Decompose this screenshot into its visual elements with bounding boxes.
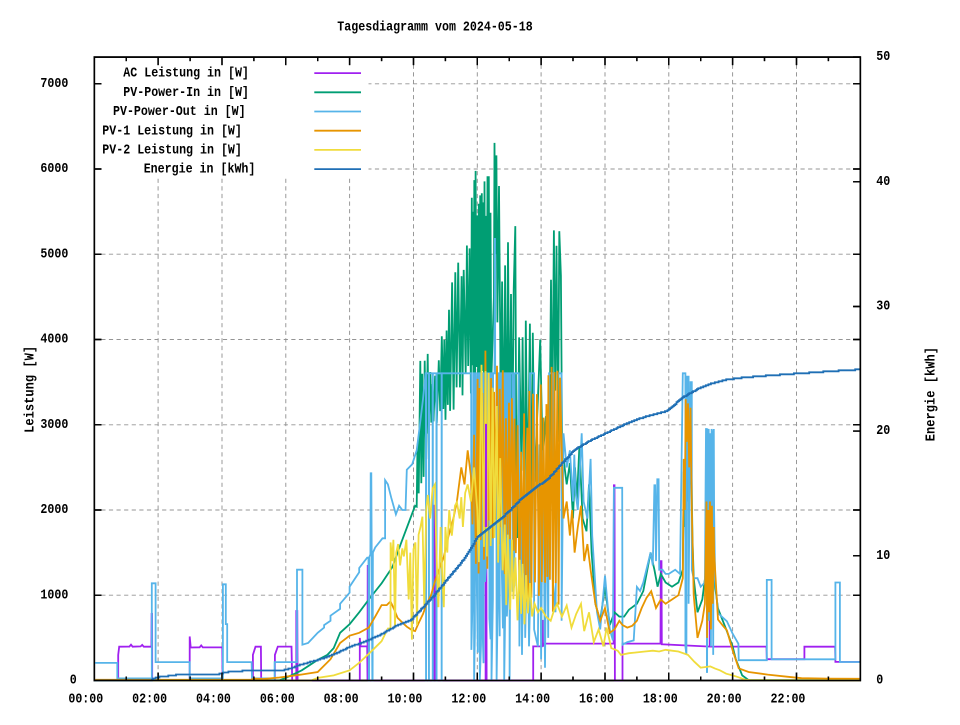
svg-text:Tagesdiagramm vom 2024-05-18: Tagesdiagramm vom 2024-05-18	[337, 21, 532, 36]
svg-text:5000: 5000	[40, 247, 68, 262]
svg-text:0: 0	[70, 674, 77, 689]
svg-text:6000: 6000	[40, 162, 68, 177]
svg-text:14:00: 14:00	[515, 692, 550, 707]
svg-text:1000: 1000	[40, 588, 68, 603]
svg-text:04:00: 04:00	[196, 692, 231, 707]
svg-text:3000: 3000	[40, 418, 68, 433]
svg-text:02:00: 02:00	[132, 692, 167, 707]
svg-text:0: 0	[876, 674, 883, 689]
svg-text:AC Leistung in [W]: AC Leistung in [W]	[123, 67, 249, 82]
svg-text:20: 20	[876, 424, 890, 439]
svg-text:20:00: 20:00	[707, 692, 742, 707]
svg-text:10:00: 10:00	[388, 692, 423, 707]
svg-text:00:00: 00:00	[68, 692, 103, 707]
svg-text:08:00: 08:00	[324, 692, 359, 707]
svg-text:30: 30	[876, 299, 890, 314]
svg-text:PV-2 Leistung in [W]: PV-2 Leistung in [W]	[102, 144, 242, 159]
svg-text:12:00: 12:00	[451, 692, 486, 707]
svg-text:PV-Power-Out in [W]: PV-Power-Out in [W]	[113, 105, 246, 120]
svg-text:7000: 7000	[40, 77, 68, 92]
svg-text:4000: 4000	[40, 333, 68, 348]
svg-text:2000: 2000	[40, 503, 68, 518]
svg-text:50: 50	[876, 50, 890, 65]
svg-text:22:00: 22:00	[771, 692, 806, 707]
svg-text:40: 40	[876, 175, 890, 190]
svg-text:06:00: 06:00	[260, 692, 295, 707]
svg-text:10: 10	[876, 549, 890, 564]
svg-text:18:00: 18:00	[643, 692, 678, 707]
svg-text:PV-Power-In in [W]: PV-Power-In in [W]	[123, 86, 249, 101]
svg-text:Energie [kWh]: Energie [kWh]	[925, 347, 940, 441]
svg-text:Leistung [W]: Leistung [W]	[24, 346, 39, 433]
svg-text:16:00: 16:00	[579, 692, 614, 707]
svg-text:Energie in [kWh]: Energie in [kWh]	[144, 163, 256, 178]
svg-text:PV-1 Leistung in [W]: PV-1 Leistung in [W]	[102, 124, 242, 139]
